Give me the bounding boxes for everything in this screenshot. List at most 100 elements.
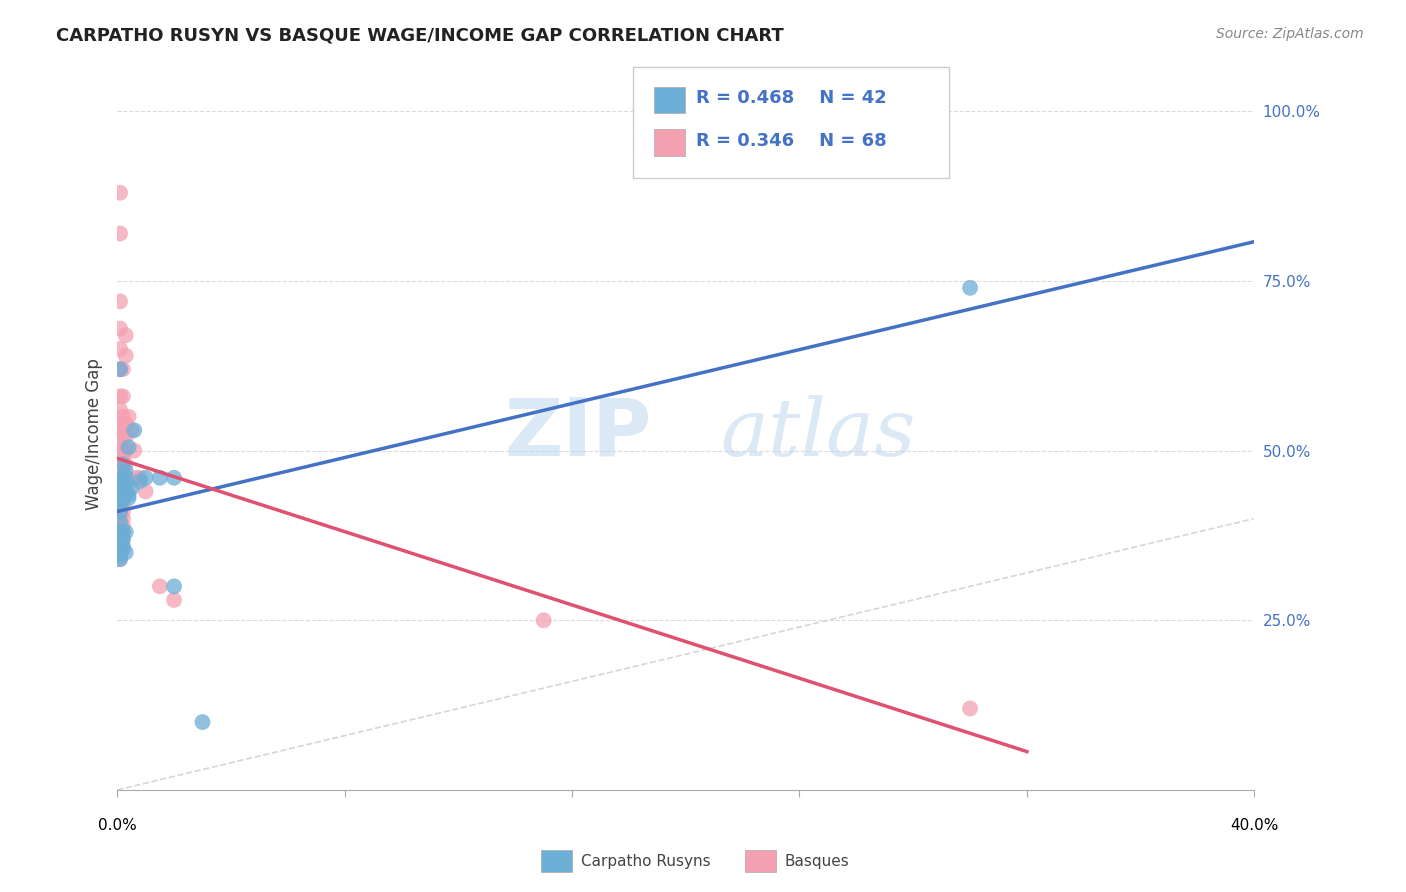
Point [122,443,145,458]
Point [111,518,134,533]
Point [114,349,136,363]
Point [108,532,131,546]
Point [114,524,136,539]
Point [108,515,131,529]
Point [114,477,136,491]
Point [163,593,186,607]
Point [111,484,134,499]
Text: ZIP: ZIP [505,394,651,473]
Point [108,484,131,499]
Point [111,477,134,491]
Point [533,613,555,627]
Point [108,321,131,335]
Point [111,457,134,471]
Point [108,488,131,502]
Point [111,539,134,553]
Point [111,464,134,478]
Point [108,362,131,376]
Point [108,477,131,491]
Point [108,501,131,516]
Point [108,417,131,431]
Point [108,362,131,376]
Point [111,532,134,546]
Point [111,471,134,485]
Point [114,464,136,478]
Point [114,545,136,559]
Point [120,481,142,495]
Text: 0.0%: 0.0% [98,819,136,833]
Point [108,545,131,559]
Point [108,484,131,499]
Point [111,524,134,539]
Point [108,430,131,444]
Point [111,532,134,546]
Point [111,524,134,539]
Point [111,477,134,491]
Text: CARPATHO RUSYN VS BASQUE WAGE/INCOME GAP CORRELATION CHART: CARPATHO RUSYN VS BASQUE WAGE/INCOME GAP… [56,27,785,45]
Point [108,457,131,471]
Point [108,524,131,539]
Point [129,471,152,485]
Point [108,423,131,437]
Point [127,471,149,485]
Point [122,423,145,437]
Point [117,491,139,505]
Point [129,474,152,488]
Point [108,539,131,553]
Point [108,450,131,465]
Point [111,457,134,471]
Point [149,579,172,593]
Point [111,471,134,485]
Point [111,491,134,505]
Y-axis label: Wage/Income Gap: Wage/Income Gap [86,358,103,509]
Point [111,389,134,403]
Point [108,505,131,519]
Point [149,471,172,485]
Point [108,227,131,241]
Text: R = 0.346    N = 68: R = 0.346 N = 68 [696,132,887,150]
Point [108,505,131,519]
Point [114,457,136,471]
Point [108,539,131,553]
Point [108,186,131,200]
Text: atlas: atlas [720,395,915,473]
Text: 40.0%: 40.0% [1230,819,1278,833]
Point [108,498,131,512]
Point [108,488,131,502]
Point [108,552,131,566]
Text: R = 0.468    N = 42: R = 0.468 N = 42 [696,89,887,107]
Point [108,545,131,559]
Point [108,464,131,478]
Point [108,389,131,403]
Point [108,511,131,525]
Point [108,552,131,566]
Point [111,474,134,488]
Point [114,430,136,444]
Text: Basques: Basques [785,855,849,869]
Point [114,328,136,343]
Point [111,362,134,376]
Point [135,471,157,485]
Point [108,508,131,522]
Text: Carpatho Rusyns: Carpatho Rusyns [581,855,710,869]
Point [114,471,136,485]
Point [108,532,131,546]
Point [117,488,139,502]
Point [959,281,981,295]
Point [135,484,157,499]
Point [111,409,134,424]
Point [114,471,136,485]
Point [111,511,134,525]
Point [114,443,136,458]
Point [114,484,136,499]
Point [108,522,131,536]
Point [191,714,214,729]
Point [108,471,131,485]
Point [163,579,186,593]
Point [111,430,134,444]
Point [111,498,134,512]
Point [108,474,131,488]
Point [108,294,131,309]
Point [111,505,134,519]
Point [108,518,131,533]
